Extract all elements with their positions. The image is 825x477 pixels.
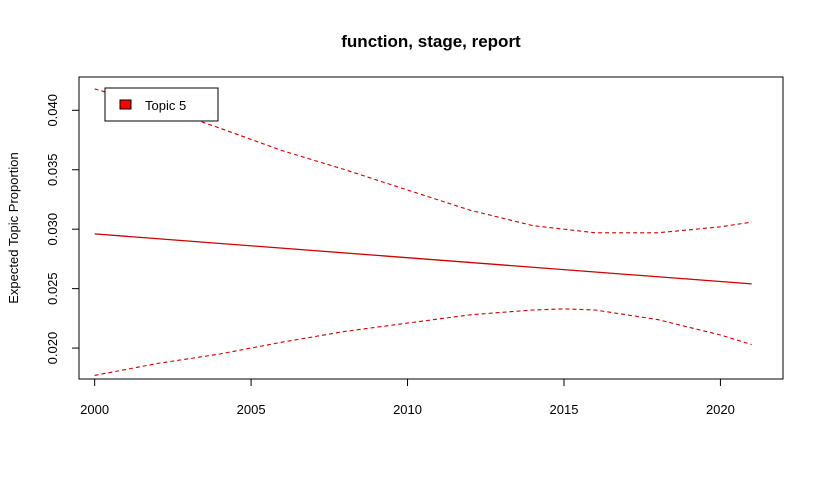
y-tick-label: 0.020: [45, 332, 60, 365]
x-tick-label: 2000: [80, 402, 109, 417]
x-tick-label: 2005: [237, 402, 266, 417]
series-estimate: [94, 233, 752, 285]
legend: Topic 5: [104, 87, 219, 122]
y-axis-label: Expected Topic Proportion: [6, 152, 21, 304]
series-lower-ci: [94, 308, 752, 376]
x-tick-label: 2015: [550, 402, 579, 417]
series-layer: [94, 88, 752, 376]
y-tick-label: 0.030: [45, 213, 60, 246]
legend-swatch: [119, 99, 132, 110]
x-axis: 2000 2005 2010 2015 2020: [80, 378, 735, 417]
series-upper-ci: [94, 88, 752, 234]
legend-label: Topic 5: [145, 98, 186, 113]
plot-frame: [78, 76, 784, 380]
chart-title: function, stage, report: [341, 32, 521, 51]
y-tick-label: 0.040: [45, 94, 60, 127]
y-axis: 0.020 0.025 0.030 0.035 0.040: [45, 94, 80, 365]
x-tick-label: 2010: [393, 402, 422, 417]
y-tick-label: 0.025: [45, 272, 60, 305]
x-tick-label: 2020: [706, 402, 735, 417]
y-tick-label: 0.035: [45, 153, 60, 186]
